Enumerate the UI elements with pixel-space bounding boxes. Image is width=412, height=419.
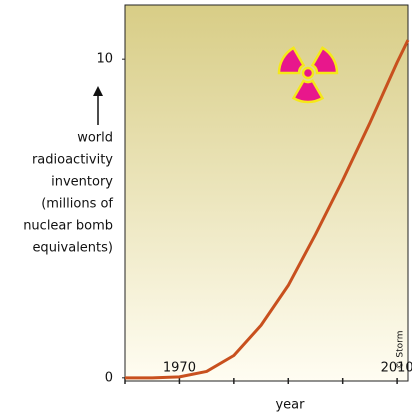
y-tick-label: 0 — [105, 370, 113, 385]
y-axis-label: (millions of — [41, 197, 113, 212]
x-axis-label: year — [275, 398, 305, 413]
y-axis-label: inventory — [51, 175, 113, 190]
y-axis-label: world — [77, 131, 113, 146]
y-axis-label: radioactivity — [32, 153, 113, 168]
trefoil-center — [301, 66, 315, 80]
annotation: © Storm — [396, 331, 406, 370]
trefoil-blade — [277, 46, 306, 75]
trefoil-blade — [291, 79, 325, 104]
plot-area — [124, 4, 409, 382]
y-axis-label: equivalents) — [32, 241, 113, 256]
x-tick-label: 1970 — [163, 361, 196, 376]
y-tick-label: 10 — [96, 52, 113, 67]
x-tick-label: 2010 — [381, 361, 412, 376]
y-axis-label: nuclear bomb — [23, 219, 113, 234]
arrow-head — [93, 86, 103, 96]
line-series — [125, 39, 410, 380]
trefoil-blade — [310, 46, 339, 75]
radiation-symbol — [277, 46, 339, 104]
